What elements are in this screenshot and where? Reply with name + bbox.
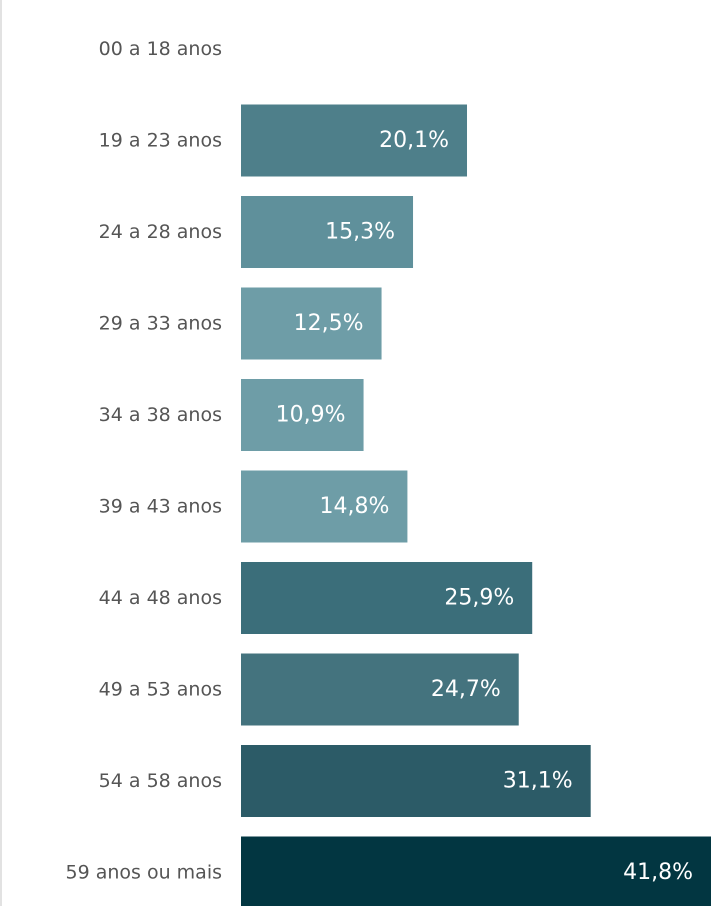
bar[interactable]	[241, 562, 533, 634]
bar[interactable]	[241, 379, 364, 451]
category-label: 59 anos ou mais	[66, 862, 223, 884]
category-label: 29 a 33 anos	[99, 313, 222, 335]
bar-value-label: 31,1%	[503, 769, 573, 794]
bar-value-label: 20,1%	[379, 128, 449, 153]
bar[interactable]	[241, 196, 414, 268]
bar-value-label: 12,5%	[294, 311, 364, 336]
panel-left-border	[0, 0, 2, 906]
category-label: 19 a 23 anos	[99, 130, 222, 152]
category-label: 00 a 18 anos	[99, 38, 222, 60]
bar[interactable]	[241, 836, 711, 906]
category-label: 24 a 28 anos	[99, 221, 222, 243]
category-label: 44 a 48 anos	[99, 587, 222, 609]
bar[interactable]	[241, 745, 591, 817]
bar-value-label: 24,7%	[431, 677, 501, 702]
bar-value-label: 14,8%	[320, 494, 390, 519]
bar-value-label: 10,9%	[276, 403, 346, 428]
bar[interactable]	[241, 287, 382, 360]
bar-value-label: 15,3%	[325, 220, 395, 245]
category-label: 34 a 38 anos	[99, 404, 222, 426]
category-label: 49 a 53 anos	[99, 679, 222, 701]
bar[interactable]	[241, 653, 519, 726]
bar[interactable]	[241, 104, 468, 177]
bar[interactable]	[241, 470, 408, 543]
category-label: 54 a 58 anos	[99, 770, 222, 792]
bar-value-label: 41,8%	[623, 860, 693, 885]
category-label: 39 a 43 anos	[99, 496, 222, 518]
bar-value-label: 25,9%	[444, 586, 514, 611]
